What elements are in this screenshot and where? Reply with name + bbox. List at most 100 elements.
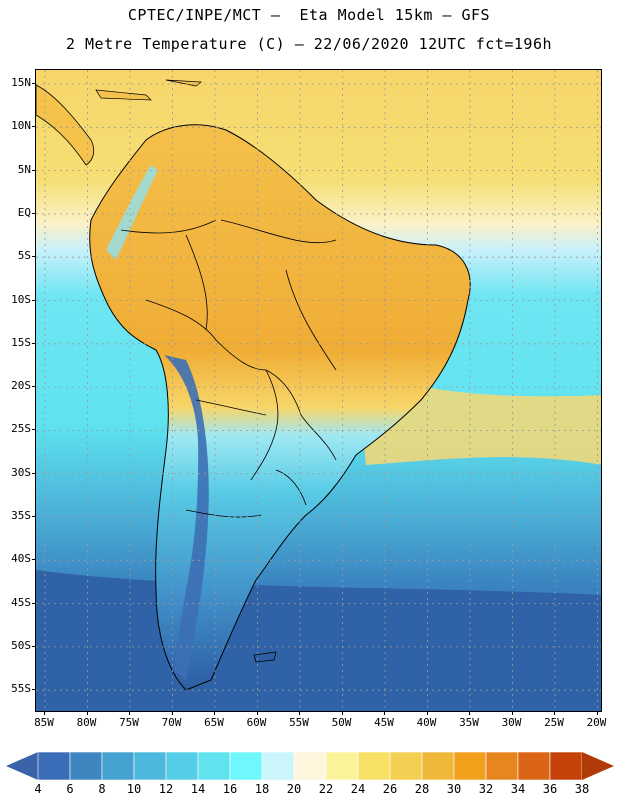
colorbar-cell (101, 751, 135, 781)
colorbar-cell (421, 751, 455, 781)
falkland-islands (253, 651, 277, 663)
temperature-map[interactable] (35, 69, 602, 712)
colorbar-cell (229, 751, 263, 781)
south-america-landmass (89, 124, 471, 691)
lat-lon-grid (36, 70, 601, 711)
lon-tick (299, 711, 300, 715)
colorbar-label: 34 (510, 782, 526, 796)
lon-tick-label: 85W (34, 716, 54, 729)
colorbar-label: 26 (382, 782, 398, 796)
colorbar-under-arrow (6, 752, 38, 780)
lon-tick (596, 711, 598, 715)
colorbar-cell (389, 751, 423, 781)
colorbar-label: 20 (286, 782, 302, 796)
lat-tick-label: 40S (11, 552, 31, 566)
temperature-colorbar (6, 751, 614, 781)
colorbar-cell (261, 751, 295, 781)
colorbar-label: 18 (254, 782, 270, 796)
lat-tick-label: 30S (11, 465, 31, 479)
lat-tick (32, 256, 36, 258)
lon-tick-label: 60W (246, 716, 267, 729)
lon-tick (554, 711, 555, 715)
lat-tick-label: 10N (11, 119, 31, 133)
map-subtitle: 2 Metre Temperature (C) – 22/06/2020 12U… (65, 35, 553, 53)
colorbar-label: 22 (318, 782, 334, 796)
lat-tick (32, 83, 36, 84)
colorbar-label: 28 (414, 782, 430, 796)
lat-tick (32, 299, 36, 301)
colorbar-cell (69, 751, 103, 781)
colorbar-label: 10 (126, 782, 142, 796)
colorbar-cell (325, 751, 359, 781)
lon-tick (384, 711, 385, 715)
lon-tick-label: 65W (204, 716, 224, 729)
lat-tick-label: 15S (11, 335, 31, 349)
lat-tick (32, 645, 36, 647)
colorbar-label: 30 (446, 782, 462, 796)
colorbar-label: 8 (98, 782, 106, 796)
colorbar-label: 6 (66, 782, 74, 796)
lat-tick-label: 55S (11, 682, 31, 696)
lon-tick-label: 70W (161, 716, 182, 729)
colorbar-cell (37, 751, 71, 781)
lat-tick-label: 20S (11, 379, 31, 393)
colorbar-cell (549, 751, 583, 781)
lon-tick (426, 711, 428, 715)
lat-tick (32, 386, 36, 388)
colorbar-label: 32 (478, 782, 494, 796)
lat-tick-label: 5S (17, 249, 31, 263)
colorbar-cell (357, 751, 391, 781)
colorbar-label: 12 (158, 782, 174, 796)
lat-tick-label: 25S (11, 422, 31, 436)
lat-tick (32, 602, 36, 604)
lon-tick-label: 50W (331, 716, 352, 729)
colorbar-cell (453, 751, 487, 781)
lat-tick-label: 5N (17, 162, 31, 176)
colorbar-label: 38 (574, 782, 590, 796)
central-america (36, 84, 95, 166)
colorbar-label: 4 (34, 782, 42, 796)
lat-tick-label: 45S (11, 595, 31, 609)
lon-tick (129, 711, 130, 715)
lat-tick (32, 429, 36, 431)
lon-tick (511, 711, 513, 715)
lat-tick-label: 10S (11, 292, 31, 306)
lon-tick-label: 75W (119, 716, 139, 729)
lat-tick (32, 169, 36, 171)
lat-tick (32, 126, 36, 128)
lon-tick (469, 711, 470, 715)
northern-andes-strip (106, 165, 158, 260)
lat-tick-label: 50S (11, 638, 31, 652)
colorbar-cell (197, 751, 231, 781)
colorbar-label: 36 (542, 782, 558, 796)
colorbar-cell (165, 751, 199, 781)
lon-tick-label: 25W (544, 716, 564, 729)
colorbar-cell (293, 751, 327, 781)
colorbar-over-arrow (582, 752, 614, 780)
lon-tick (214, 711, 215, 715)
lat-tick-label: 15N (11, 76, 31, 89)
lon-tick-label: 40W (416, 716, 437, 729)
colorbar-cell (485, 751, 519, 781)
map-title: CPTEC/INPE/MCT – Eta Model 15km – GFS (127, 6, 491, 24)
lat-tick (32, 472, 36, 474)
colorbar-label: 24 (350, 782, 366, 796)
lon-tick-label: 55W (289, 716, 309, 729)
lon-tick (171, 711, 173, 715)
colorbar-cell (517, 751, 551, 781)
colorbar-label: 14 (190, 782, 206, 796)
lon-tick-label: 80W (76, 716, 97, 729)
lon-tick-label: 35W (459, 716, 479, 729)
lat-tick (32, 342, 36, 344)
lat-tick-label: 35S (11, 509, 31, 522)
lon-tick (256, 711, 258, 715)
lat-tick (32, 559, 36, 561)
lat-tick-label: EQ (17, 205, 31, 219)
colorbar-cells (37, 751, 583, 781)
lat-tick (32, 212, 36, 214)
lon-tick (341, 711, 343, 715)
lon-tick-label: 30W (501, 716, 522, 729)
lon-tick-label: 45W (374, 716, 394, 729)
andes-cold-spine (164, 355, 209, 680)
lat-tick (32, 689, 36, 691)
